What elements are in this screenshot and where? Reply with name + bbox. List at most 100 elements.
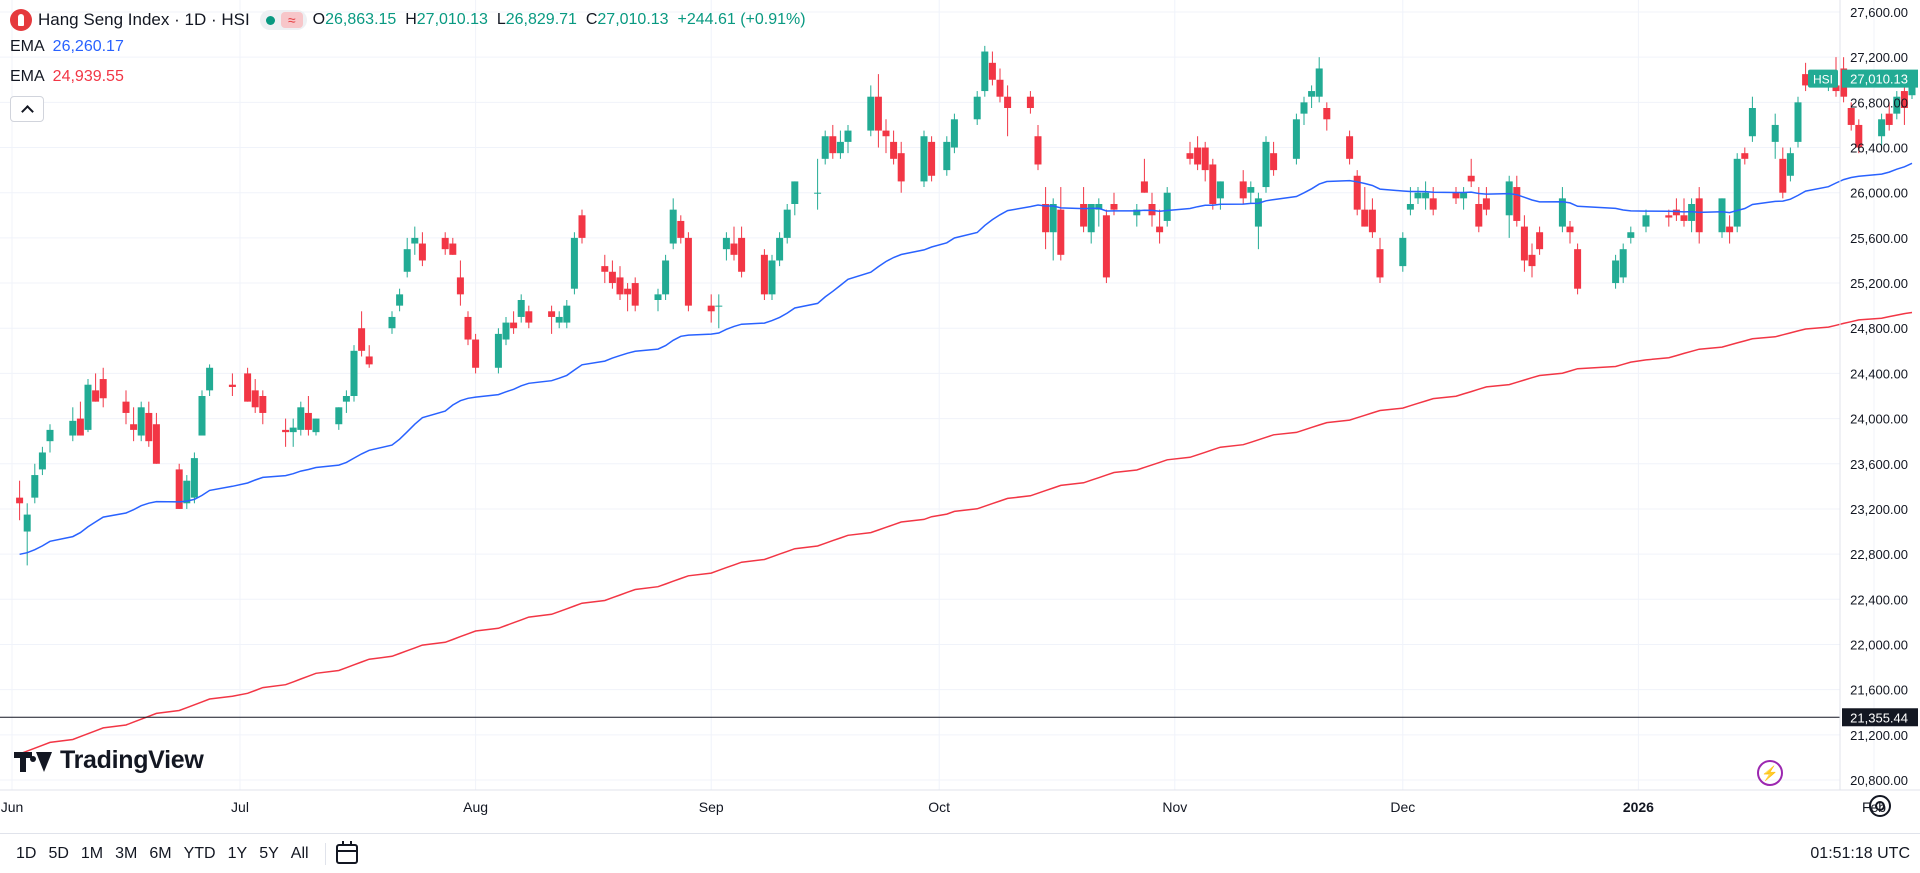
timeframe-1m[interactable]: 1M <box>80 844 104 862</box>
candle <box>494 328 502 374</box>
candle <box>145 401 153 447</box>
candle-body <box>1148 204 1156 216</box>
horizontal-line-price-box <box>1842 708 1918 727</box>
candle <box>1513 175 1521 227</box>
candle <box>1216 181 1224 210</box>
candle-body <box>1733 158 1741 227</box>
candle-body <box>449 243 457 255</box>
candle <box>510 311 518 334</box>
candle-body <box>365 356 373 365</box>
ema-slow-legend[interactable]: EMA 24,939.55 <box>10 62 806 92</box>
price-chart[interactable]: 27,600.00 27,200.00 26,800.00 26,400.00 26,0… <box>0 0 1920 833</box>
candle <box>304 396 312 436</box>
candle-body <box>84 384 92 430</box>
timeframe-5d[interactable]: 5D <box>48 844 69 862</box>
hsi-symbol-icon <box>10 9 32 31</box>
calendar-icon[interactable] <box>335 840 358 864</box>
timeframe-all[interactable]: All <box>290 844 309 862</box>
candle <box>783 204 791 244</box>
candle-body <box>1133 209 1141 216</box>
candle-body <box>228 384 236 387</box>
symbol-tag-label: HSI <box>1813 73 1833 87</box>
time-axis[interactable]: Jun Jul Aug Sep Oct Nov Dec 2026 Feb <box>0 789 1920 815</box>
flash-icon[interactable]: ⚡ <box>1757 760 1783 786</box>
candle-body <box>441 237 449 250</box>
candle-body <box>867 96 875 131</box>
candle-body <box>836 141 844 154</box>
candle-body <box>988 62 996 80</box>
utc-clock[interactable]: 01:51:18 UTC <box>1810 845 1910 862</box>
candle-body <box>730 243 738 255</box>
candle-body <box>1794 102 1802 142</box>
time-tick-label: Jul <box>231 799 249 815</box>
candle-body <box>1893 96 1901 114</box>
bottom-toolbar: 1D 5D 1M 3M 6M YTD 1Y 5Y All 01:51:18 UT… <box>0 833 1920 873</box>
candle <box>608 260 616 289</box>
ema-fast-name: EMA <box>10 38 45 55</box>
candle-body <box>312 418 320 433</box>
timeframe-6m[interactable]: 6M <box>149 844 172 862</box>
candle <box>1452 187 1460 204</box>
candle <box>449 237 457 255</box>
price-tick-label: 27,600.00 <box>1850 5 1908 20</box>
candle-body <box>624 288 632 295</box>
price-tick-label: 20,800.00 <box>1850 773 1908 788</box>
tradingview-logo[interactable]: TradingView <box>14 746 204 775</box>
candle-body <box>1672 209 1680 216</box>
candle <box>1004 85 1012 137</box>
candle <box>844 124 852 154</box>
candle-body <box>608 271 616 284</box>
candle <box>950 113 958 154</box>
candle-body <box>388 316 396 329</box>
candle-body <box>882 130 890 137</box>
candle-body <box>122 401 130 413</box>
candle-body <box>1741 153 1749 159</box>
candle-body <box>1080 204 1088 227</box>
candle-body <box>1467 175 1475 182</box>
timeframe-ytd[interactable]: YTD <box>183 844 216 862</box>
timeframe-5y[interactable]: 5Y <box>259 844 279 862</box>
candle <box>1376 237 1384 284</box>
chart-settings-icon[interactable] <box>1869 795 1891 817</box>
candle <box>1482 187 1490 216</box>
symbol-title[interactable]: Hang Seng Index · 1D · HSI <box>38 10 250 29</box>
last-price-box <box>1842 69 1918 88</box>
candle <box>776 232 784 267</box>
candle-body <box>1786 153 1794 176</box>
candle-body <box>1718 198 1726 233</box>
candle-body <box>1475 204 1483 227</box>
timeframe-3m[interactable]: 3M <box>115 844 138 862</box>
candle-body <box>844 130 852 142</box>
market-status[interactable]: ≈ <box>259 10 307 30</box>
timeframe-1y[interactable]: 1Y <box>227 844 248 862</box>
price-tick-label: 24,800.00 <box>1850 321 1908 336</box>
ema-fast-legend[interactable]: EMA 26,260.17 <box>10 32 806 62</box>
candle <box>1520 215 1528 272</box>
candle-body <box>23 514 31 532</box>
candle-body <box>137 407 145 436</box>
timeframe-1d[interactable]: 1D <box>16 844 37 862</box>
collapse-legend-button[interactable] <box>10 96 44 122</box>
candle <box>441 232 449 255</box>
candle <box>996 68 1004 103</box>
candle <box>1247 181 1255 204</box>
candle <box>23 503 31 566</box>
candle <box>1034 124 1042 171</box>
candle-body <box>684 237 692 306</box>
candle-body <box>1832 85 1840 92</box>
horizontal-line-price-label: 21,355.44 <box>1850 710 1908 725</box>
candle-body <box>1057 209 1065 255</box>
candle <box>130 407 138 442</box>
candle <box>99 367 107 408</box>
candle <box>411 226 419 255</box>
candle <box>829 124 837 159</box>
candle-body <box>510 322 518 329</box>
price-axis[interactable]: 27,600.00 27,200.00 26,800.00 26,400.00 26,0… <box>1808 0 1918 790</box>
candle <box>981 45 989 97</box>
candle <box>1133 204 1141 227</box>
candle-body <box>1779 158 1787 193</box>
candle <box>1847 102 1855 131</box>
candle-body <box>981 51 989 92</box>
candle <box>814 158 822 210</box>
candle-body <box>502 322 510 340</box>
